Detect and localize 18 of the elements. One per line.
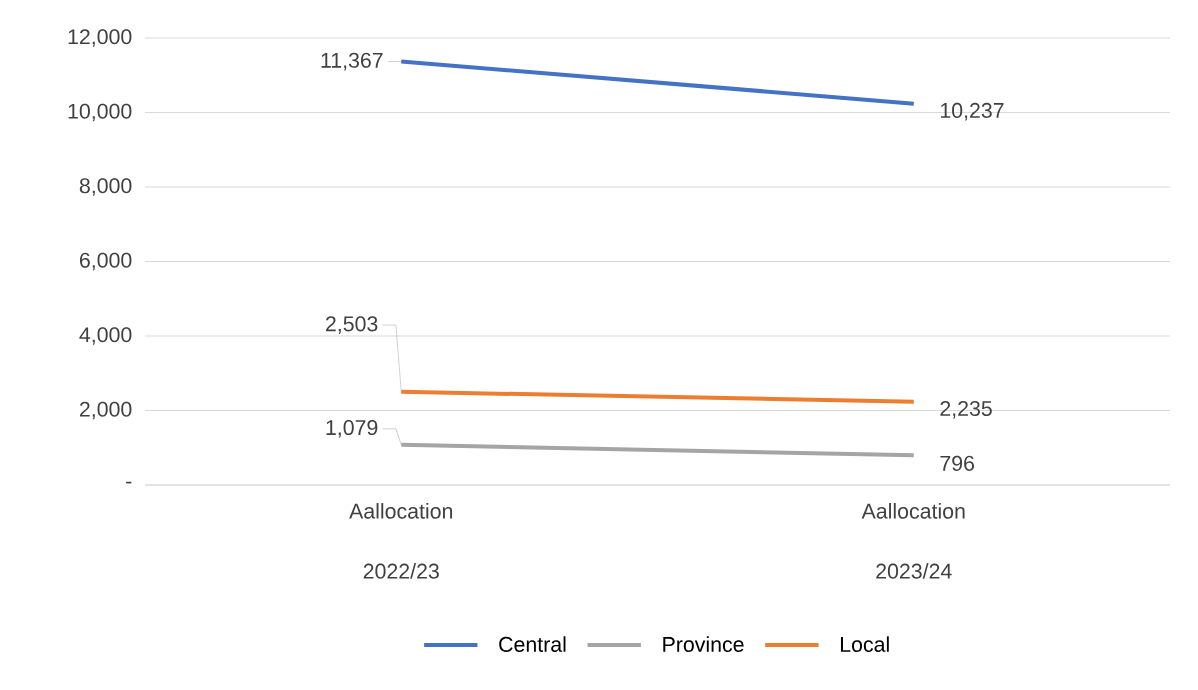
data-label: 1,079 — [326, 420, 378, 438]
y-tick-label: 10,000 — [68, 103, 132, 122]
legend-label: Province — [663, 636, 744, 652]
y-tick-label: 12,000 — [68, 29, 132, 47]
data-label: 796 — [940, 455, 974, 471]
data-label: 2,235 — [940, 400, 992, 419]
y-tick-label: 4,000 — [79, 327, 132, 345]
data-label: 2,503 — [326, 316, 378, 334]
y-tick-label: - — [126, 481, 132, 484]
legend-label: Local — [840, 636, 889, 652]
y-tick-label: 8,000 — [79, 178, 132, 196]
y-tick-label: 6,000 — [80, 252, 132, 271]
legend-label: Central — [499, 636, 566, 652]
data-label: 11,367 — [321, 52, 383, 71]
data-label: 10,237 — [940, 102, 1004, 121]
category-label: Aallocation 2022/23 — [349, 503, 453, 579]
y-tick-label: 2,000 — [79, 401, 132, 420]
category-label: Aallocation 2023/24 — [861, 503, 965, 579]
